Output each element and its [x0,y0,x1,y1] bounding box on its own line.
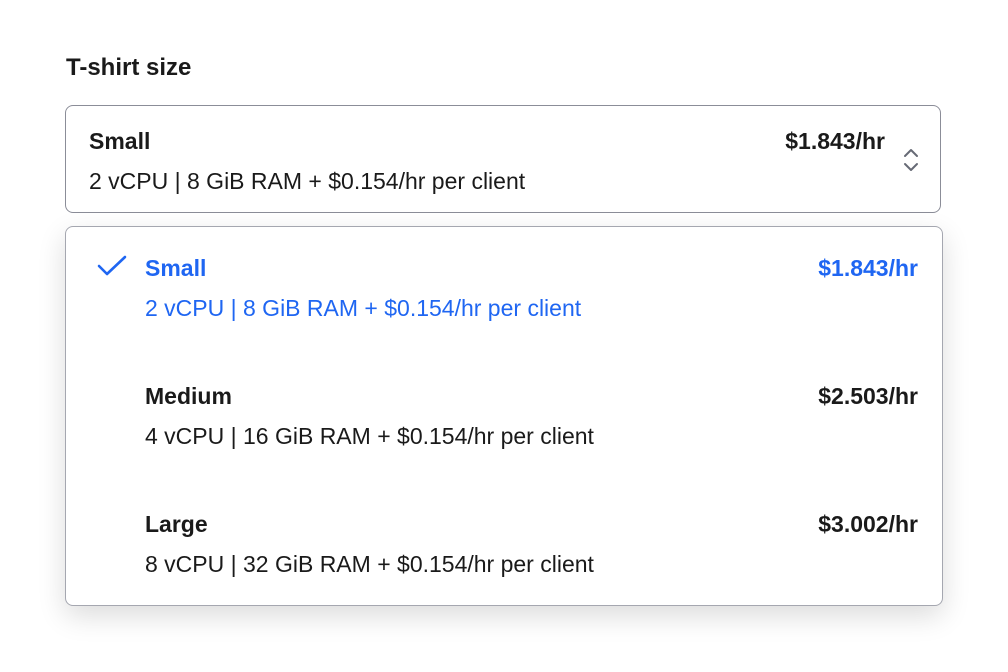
dropdown-menu: Small $1.843/hr 2 vCPU | 8 GiB RAM + $0.… [65,226,943,606]
option-title: Medium [145,383,232,409]
option-medium[interactable]: Medium $2.503/hr 4 vCPU | 16 GiB RAM + $… [66,355,942,465]
selected-title: Small [89,128,151,154]
option-specs: 8 vCPU | 32 GiB RAM + $0.154/hr per clie… [145,551,594,577]
option-price: $3.002/hr [818,511,918,537]
chevron-up-down-icon [904,149,918,171]
option-small[interactable]: Small $1.843/hr 2 vCPU | 8 GiB RAM + $0.… [66,227,942,337]
field-label: T-shirt size [66,54,192,81]
option-specs: 4 vCPU | 16 GiB RAM + $0.154/hr per clie… [145,423,594,449]
option-title: Small [145,255,207,281]
tshirt-size-select[interactable]: Small $1.843/hr 2 vCPU | 8 GiB RAM + $0.… [65,105,941,213]
selected-price: $1.843/hr [785,128,885,154]
option-price: $1.843/hr [818,255,918,281]
option-specs: 2 vCPU | 8 GiB RAM + $0.154/hr per clien… [145,295,582,321]
option-price: $2.503/hr [818,383,918,409]
option-large[interactable]: Large $3.002/hr 8 vCPU | 32 GiB RAM + $0… [66,483,942,593]
checkmark-icon [97,255,127,276]
selected-specs: 2 vCPU | 8 GiB RAM + $0.154/hr per clien… [89,168,526,194]
option-title: Large [145,511,208,537]
